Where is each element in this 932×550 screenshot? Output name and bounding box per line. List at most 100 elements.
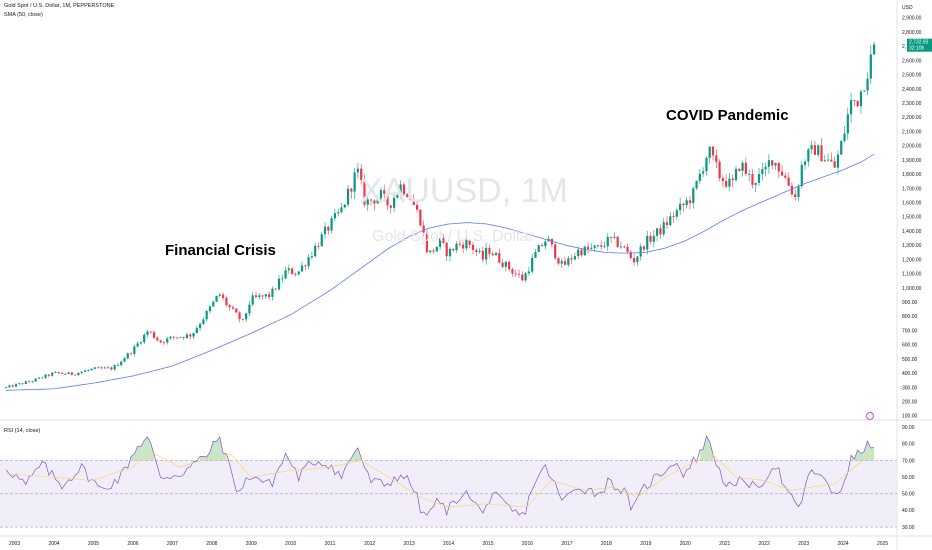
time-tick-label: 2021 bbox=[719, 541, 730, 547]
candle-body bbox=[425, 232, 429, 253]
candle-body bbox=[274, 288, 277, 290]
candle-body bbox=[485, 247, 488, 260]
candle-body bbox=[820, 145, 823, 162]
time-tick-label: 2020 bbox=[680, 541, 691, 547]
candle-body bbox=[346, 188, 350, 205]
candle-body bbox=[123, 358, 126, 362]
candle-body bbox=[557, 258, 560, 264]
candle-body bbox=[609, 236, 613, 238]
candle-body bbox=[37, 377, 41, 379]
candle-body bbox=[143, 334, 146, 343]
candle-body bbox=[271, 288, 274, 297]
candle-body bbox=[596, 245, 600, 247]
candle-body bbox=[222, 294, 225, 298]
price-tick-label: 2,000.00 bbox=[902, 144, 922, 150]
candle-body bbox=[113, 365, 116, 370]
time-tick-label: 2012 bbox=[364, 541, 375, 547]
candle-body bbox=[445, 242, 448, 257]
candle-body bbox=[376, 198, 379, 204]
price-tick-label: 1,600.00 bbox=[902, 201, 922, 207]
candle-body bbox=[856, 100, 859, 107]
candle-body bbox=[41, 377, 44, 379]
candle-body bbox=[152, 332, 156, 338]
rsi-overbought-fill bbox=[200, 437, 227, 461]
candle-body bbox=[725, 180, 728, 187]
rsi-tick-label: 60.00 bbox=[902, 475, 915, 481]
candle-body bbox=[708, 146, 711, 158]
candle-body bbox=[583, 246, 586, 256]
candle-body bbox=[64, 373, 67, 375]
candle-body bbox=[863, 90, 866, 92]
annotation-financial-crisis: Financial Crisis bbox=[165, 242, 276, 259]
candle-body bbox=[616, 236, 619, 247]
candle-body bbox=[67, 372, 70, 375]
candle-body bbox=[741, 162, 744, 171]
candle-body bbox=[823, 160, 826, 162]
candle-body bbox=[133, 346, 136, 354]
candle-body bbox=[718, 161, 721, 179]
candle-body bbox=[544, 241, 547, 247]
candle-body bbox=[705, 157, 708, 172]
candle-body bbox=[129, 353, 133, 355]
candle-body bbox=[721, 178, 724, 181]
candle-body bbox=[314, 245, 317, 257]
candle-body bbox=[396, 194, 399, 198]
candle-body bbox=[698, 173, 701, 181]
candle-body bbox=[859, 91, 863, 107]
candle-body bbox=[731, 178, 734, 181]
candle-body bbox=[803, 161, 807, 165]
candle-body bbox=[208, 306, 212, 312]
last-price-tag bbox=[907, 38, 932, 52]
candle-body bbox=[268, 294, 271, 297]
candle-body bbox=[488, 247, 491, 254]
candle-body bbox=[70, 372, 73, 375]
candle-body bbox=[198, 324, 202, 329]
sma-legend: SMA (50, close) bbox=[4, 12, 43, 18]
candle-body bbox=[80, 371, 83, 373]
candle-body bbox=[343, 204, 346, 208]
time-tick-label: 2025 bbox=[877, 541, 888, 547]
candle-body bbox=[577, 249, 580, 257]
candle-body bbox=[563, 261, 567, 265]
rsi-line bbox=[5, 435, 875, 517]
candle-body bbox=[136, 343, 139, 347]
price-tick-label: 700.00 bbox=[902, 328, 918, 334]
candle-body bbox=[350, 188, 353, 192]
candle-body bbox=[715, 155, 718, 162]
candle-body bbox=[567, 258, 570, 265]
candle-body bbox=[83, 370, 87, 372]
candle-body bbox=[245, 313, 248, 320]
price-tick-label: 2,500.00 bbox=[902, 73, 922, 79]
candle-body bbox=[784, 175, 787, 178]
price-tick-label: 1,900.00 bbox=[902, 158, 922, 164]
price-tick-label: 2,400.00 bbox=[902, 87, 922, 93]
candle-body bbox=[586, 246, 590, 249]
candle-body bbox=[386, 193, 389, 206]
candle-body bbox=[573, 256, 577, 260]
last-price-value: 2,732.93 bbox=[909, 40, 929, 46]
price-tick-label: 2,800.00 bbox=[902, 30, 922, 36]
candle-body bbox=[531, 257, 534, 272]
candle-body bbox=[448, 248, 452, 257]
candle-body bbox=[511, 269, 514, 274]
time-tick-label: 2004 bbox=[48, 541, 59, 547]
candle-body bbox=[494, 252, 498, 256]
candle-body bbox=[399, 184, 402, 195]
candle-body bbox=[238, 312, 241, 320]
candle-body bbox=[790, 185, 794, 195]
candle-body bbox=[619, 246, 623, 248]
candle-body bbox=[813, 145, 817, 155]
candle-body bbox=[179, 337, 182, 338]
rsi-overbought-fill bbox=[851, 441, 875, 461]
candle-body bbox=[540, 245, 544, 247]
candle-body bbox=[452, 248, 455, 251]
candle-body bbox=[77, 372, 80, 376]
candle-body bbox=[672, 216, 675, 218]
candle-body bbox=[353, 172, 356, 192]
rsi-legend: RSI (14, close) bbox=[4, 428, 41, 434]
candle-body bbox=[514, 273, 517, 275]
candle-body bbox=[846, 114, 849, 134]
candle-body bbox=[383, 190, 386, 194]
rsi-tick-label: 70.00 bbox=[902, 458, 915, 464]
price-tick-label: 100.00 bbox=[902, 414, 918, 420]
